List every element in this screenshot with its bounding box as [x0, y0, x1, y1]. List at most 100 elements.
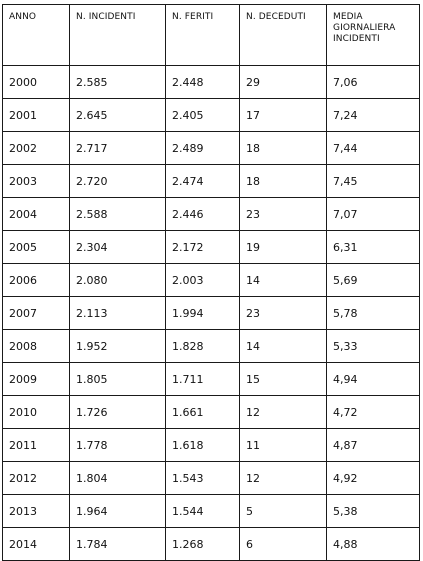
cell-anno: 2010 [2, 395, 70, 429]
cell-n-deceduti: 11 [239, 428, 327, 462]
cell-anno: 2004 [2, 197, 70, 231]
cell-n-deceduti: 17 [239, 98, 327, 132]
table-row: 2007 2.113 1.994 23 5,78 [2, 296, 420, 330]
cell-n-deceduti: 14 [239, 329, 327, 363]
cell-anno: 2013 [2, 494, 70, 528]
cell-anno: 2011 [2, 428, 70, 462]
cell-media-giornaliera: 7,07 [326, 197, 420, 231]
cell-n-deceduti: 12 [239, 395, 327, 429]
table-row: 2010 1.726 1.661 12 4,72 [2, 395, 420, 429]
cell-anno: 2002 [2, 131, 70, 165]
cell-n-feriti: 2.474 [165, 164, 240, 198]
cell-n-feriti: 2.405 [165, 98, 240, 132]
cell-n-deceduti: 29 [239, 65, 327, 99]
cell-media-giornaliera: 7,24 [326, 98, 420, 132]
cell-n-incidenti: 1.726 [69, 395, 166, 429]
cell-n-incidenti: 2.720 [69, 164, 166, 198]
cell-n-incidenti: 2.080 [69, 263, 166, 297]
cell-media-giornaliera: 4,92 [326, 461, 420, 495]
header-row: ANNO N. INCIDENTI N. FERITI N. DECEDUTI … [2, 4, 420, 66]
table-row: 2012 1.804 1.543 12 4,92 [2, 461, 420, 495]
cell-n-feriti: 1.543 [165, 461, 240, 495]
table-row: 2013 1.964 1.544 5 5,38 [2, 494, 420, 528]
cell-n-feriti: 2.489 [165, 131, 240, 165]
header-n-incidenti: N. INCIDENTI [69, 4, 166, 66]
cell-n-feriti: 2.003 [165, 263, 240, 297]
cell-n-deceduti: 23 [239, 296, 327, 330]
cell-n-deceduti: 14 [239, 263, 327, 297]
cell-n-incidenti: 2.304 [69, 230, 166, 264]
cell-n-incidenti: 2.717 [69, 131, 166, 165]
cell-n-feriti: 2.172 [165, 230, 240, 264]
cell-n-feriti: 2.448 [165, 65, 240, 99]
table-row: 2002 2.717 2.489 18 7,44 [2, 131, 420, 165]
cell-n-deceduti: 5 [239, 494, 327, 528]
cell-n-incidenti: 2.113 [69, 296, 166, 330]
cell-media-giornaliera: 4,88 [326, 527, 420, 561]
cell-anno: 2007 [2, 296, 70, 330]
cell-n-incidenti: 1.804 [69, 461, 166, 495]
header-anno: ANNO [2, 4, 70, 66]
cell-media-giornaliera: 7,44 [326, 131, 420, 165]
cell-n-feriti: 2.446 [165, 197, 240, 231]
cell-anno: 2003 [2, 164, 70, 198]
cell-media-giornaliera: 5,69 [326, 263, 420, 297]
table-body: 2000 2.585 2.448 29 7,06 2001 2.645 2.405 17 7,24… [2, 65, 420, 561]
cell-n-incidenti: 2.645 [69, 98, 166, 132]
cell-n-feriti: 1.618 [165, 428, 240, 462]
cell-n-feriti: 1.994 [165, 296, 240, 330]
cell-n-feriti: 1.711 [165, 362, 240, 396]
table-row: 2000 2.585 2.448 29 7,06 [2, 65, 420, 99]
cell-anno: 2006 [2, 263, 70, 297]
cell-n-incidenti: 2.588 [69, 197, 166, 231]
cell-n-incidenti: 1.964 [69, 494, 166, 528]
cell-anno: 2009 [2, 362, 70, 396]
cell-media-giornaliera: 5,38 [326, 494, 420, 528]
table-header: ANNO N. INCIDENTI N. FERITI N. DECEDUTI … [2, 4, 420, 66]
cell-media-giornaliera: 4,94 [326, 362, 420, 396]
cell-n-deceduti: 23 [239, 197, 327, 231]
cell-n-incidenti: 1.784 [69, 527, 166, 561]
table-row: 2008 1.952 1.828 14 5,33 [2, 329, 420, 363]
cell-media-giornaliera: 4,72 [326, 395, 420, 429]
header-n-feriti: N. FERITI [165, 4, 240, 66]
cell-media-giornaliera: 6,31 [326, 230, 420, 264]
cell-anno: 2012 [2, 461, 70, 495]
header-media-giornaliera-incidenti: MEDIA GIORNALIERA INCIDENTI [326, 4, 420, 66]
cell-anno: 2000 [2, 65, 70, 99]
cell-n-feriti: 1.268 [165, 527, 240, 561]
table-row: 2006 2.080 2.003 14 5,69 [2, 263, 420, 297]
cell-anno: 2005 [2, 230, 70, 264]
table-row: 2001 2.645 2.405 17 7,24 [2, 98, 420, 132]
cell-n-feriti: 1.544 [165, 494, 240, 528]
cell-n-deceduti: 15 [239, 362, 327, 396]
cell-media-giornaliera: 7,06 [326, 65, 420, 99]
cell-media-giornaliera: 7,45 [326, 164, 420, 198]
cell-n-incidenti: 1.778 [69, 428, 166, 462]
cell-n-deceduti: 6 [239, 527, 327, 561]
cell-n-deceduti: 12 [239, 461, 327, 495]
cell-n-deceduti: 19 [239, 230, 327, 264]
cell-anno: 2008 [2, 329, 70, 363]
cell-n-deceduti: 18 [239, 164, 327, 198]
table-row: 2011 1.778 1.618 11 4,87 [2, 428, 420, 462]
cell-n-incidenti: 1.805 [69, 362, 166, 396]
cell-media-giornaliera: 5,78 [326, 296, 420, 330]
cell-media-giornaliera: 5,33 [326, 329, 420, 363]
table-row: 2003 2.720 2.474 18 7,45 [2, 164, 420, 198]
cell-media-giornaliera: 4,87 [326, 428, 420, 462]
incidents-table: ANNO N. INCIDENTI N. FERITI N. DECEDUTI … [2, 4, 420, 561]
table-row: 2004 2.588 2.446 23 7,07 [2, 197, 420, 231]
cell-anno: 2001 [2, 98, 70, 132]
cell-n-feriti: 1.828 [165, 329, 240, 363]
table-row: 2009 1.805 1.711 15 4,94 [2, 362, 420, 396]
header-n-deceduti: N. DECEDUTI [239, 4, 327, 66]
cell-n-incidenti: 2.585 [69, 65, 166, 99]
table-row: 2005 2.304 2.172 19 6,31 [2, 230, 420, 264]
cell-anno: 2014 [2, 527, 70, 561]
table-row: 2014 1.784 1.268 6 4,88 [2, 527, 420, 561]
cell-n-incidenti: 1.952 [69, 329, 166, 363]
cell-n-deceduti: 18 [239, 131, 327, 165]
cell-n-feriti: 1.661 [165, 395, 240, 429]
